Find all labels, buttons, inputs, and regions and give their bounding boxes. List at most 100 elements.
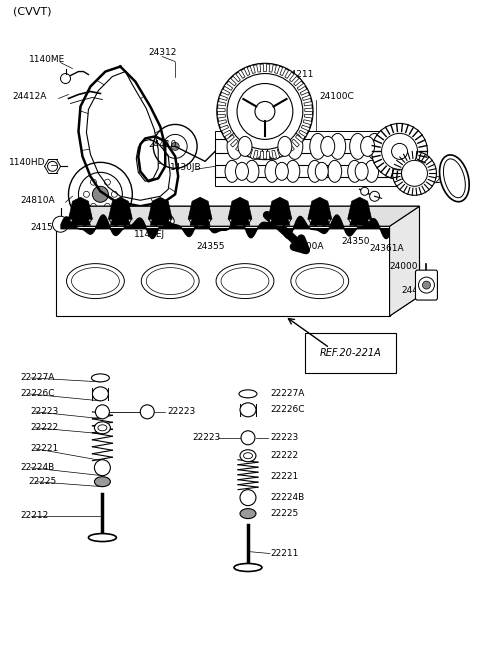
Circle shape bbox=[95, 460, 110, 476]
Polygon shape bbox=[220, 125, 228, 131]
Text: 22227A: 22227A bbox=[21, 373, 55, 382]
Text: 22223: 22223 bbox=[31, 407, 59, 417]
Circle shape bbox=[163, 134, 187, 158]
Polygon shape bbox=[268, 197, 292, 219]
Ellipse shape bbox=[149, 211, 171, 226]
Polygon shape bbox=[294, 78, 301, 86]
Polygon shape bbox=[289, 73, 297, 82]
Circle shape bbox=[96, 405, 109, 419]
Ellipse shape bbox=[247, 133, 263, 159]
Text: 24323: 24323 bbox=[395, 158, 423, 167]
Polygon shape bbox=[69, 197, 93, 219]
Polygon shape bbox=[390, 206, 420, 316]
Polygon shape bbox=[266, 151, 270, 159]
Circle shape bbox=[90, 179, 96, 185]
Text: 22226C: 22226C bbox=[270, 405, 304, 415]
Text: 24410: 24410 bbox=[148, 140, 177, 149]
Circle shape bbox=[84, 192, 89, 197]
Polygon shape bbox=[277, 148, 283, 157]
Ellipse shape bbox=[236, 162, 249, 180]
Ellipse shape bbox=[243, 453, 252, 459]
Ellipse shape bbox=[95, 422, 110, 434]
Circle shape bbox=[360, 188, 369, 195]
Polygon shape bbox=[108, 197, 132, 219]
Ellipse shape bbox=[367, 133, 383, 159]
Ellipse shape bbox=[309, 211, 331, 226]
Ellipse shape bbox=[141, 264, 199, 298]
Ellipse shape bbox=[240, 508, 256, 519]
Polygon shape bbox=[280, 67, 286, 75]
Polygon shape bbox=[250, 65, 255, 73]
Circle shape bbox=[241, 431, 255, 445]
Polygon shape bbox=[275, 65, 280, 73]
Circle shape bbox=[153, 125, 197, 169]
Ellipse shape bbox=[355, 162, 368, 180]
Ellipse shape bbox=[328, 160, 342, 182]
Ellipse shape bbox=[70, 211, 91, 226]
Text: 22221: 22221 bbox=[31, 444, 59, 453]
Polygon shape bbox=[301, 125, 310, 131]
Circle shape bbox=[140, 405, 154, 419]
Ellipse shape bbox=[278, 136, 292, 156]
Polygon shape bbox=[302, 95, 311, 100]
Polygon shape bbox=[310, 211, 330, 225]
Circle shape bbox=[52, 216, 69, 232]
Text: 22221: 22221 bbox=[270, 472, 298, 482]
Polygon shape bbox=[305, 108, 313, 112]
Ellipse shape bbox=[146, 268, 194, 295]
Ellipse shape bbox=[360, 136, 374, 156]
Polygon shape bbox=[217, 102, 226, 106]
Polygon shape bbox=[285, 70, 292, 78]
Ellipse shape bbox=[287, 133, 303, 159]
Circle shape bbox=[93, 186, 108, 202]
Polygon shape bbox=[304, 102, 312, 106]
Circle shape bbox=[90, 203, 96, 209]
Text: 24410A: 24410A bbox=[402, 285, 436, 295]
Circle shape bbox=[402, 160, 428, 186]
Ellipse shape bbox=[88, 533, 116, 542]
Ellipse shape bbox=[91, 374, 109, 382]
Polygon shape bbox=[236, 143, 242, 151]
Ellipse shape bbox=[310, 133, 326, 159]
Circle shape bbox=[370, 192, 380, 201]
Circle shape bbox=[162, 215, 174, 227]
Ellipse shape bbox=[227, 133, 243, 159]
Ellipse shape bbox=[286, 160, 300, 182]
Polygon shape bbox=[223, 130, 231, 137]
Polygon shape bbox=[308, 197, 332, 219]
Ellipse shape bbox=[189, 211, 211, 226]
Text: 1140HD: 1140HD bbox=[9, 158, 45, 167]
Ellipse shape bbox=[225, 160, 239, 182]
Circle shape bbox=[382, 133, 418, 169]
Circle shape bbox=[240, 489, 256, 506]
Ellipse shape bbox=[440, 155, 469, 202]
Ellipse shape bbox=[67, 264, 124, 298]
Circle shape bbox=[111, 192, 117, 197]
Text: 24211: 24211 bbox=[285, 70, 313, 79]
Circle shape bbox=[60, 73, 71, 83]
Text: 22223: 22223 bbox=[192, 433, 220, 442]
Polygon shape bbox=[272, 150, 276, 159]
Polygon shape bbox=[348, 197, 372, 219]
Text: 24810A: 24810A bbox=[21, 195, 55, 205]
Text: 24361A: 24361A bbox=[370, 243, 404, 253]
Text: 24412A: 24412A bbox=[12, 92, 47, 101]
Ellipse shape bbox=[95, 477, 110, 487]
Circle shape bbox=[217, 64, 313, 159]
Ellipse shape bbox=[348, 211, 371, 226]
Ellipse shape bbox=[348, 160, 361, 182]
Text: 24150: 24150 bbox=[31, 223, 59, 232]
Text: 22211: 22211 bbox=[270, 549, 298, 558]
Polygon shape bbox=[230, 211, 250, 225]
Circle shape bbox=[255, 102, 275, 121]
Ellipse shape bbox=[291, 264, 348, 298]
Ellipse shape bbox=[296, 268, 344, 295]
FancyBboxPatch shape bbox=[416, 270, 437, 300]
Ellipse shape bbox=[109, 211, 132, 226]
Text: 24355: 24355 bbox=[196, 241, 225, 251]
Text: 1430JB: 1430JB bbox=[260, 111, 291, 120]
Polygon shape bbox=[224, 83, 233, 91]
Polygon shape bbox=[292, 139, 300, 147]
Text: 22227A: 22227A bbox=[270, 390, 304, 398]
Polygon shape bbox=[110, 211, 130, 225]
